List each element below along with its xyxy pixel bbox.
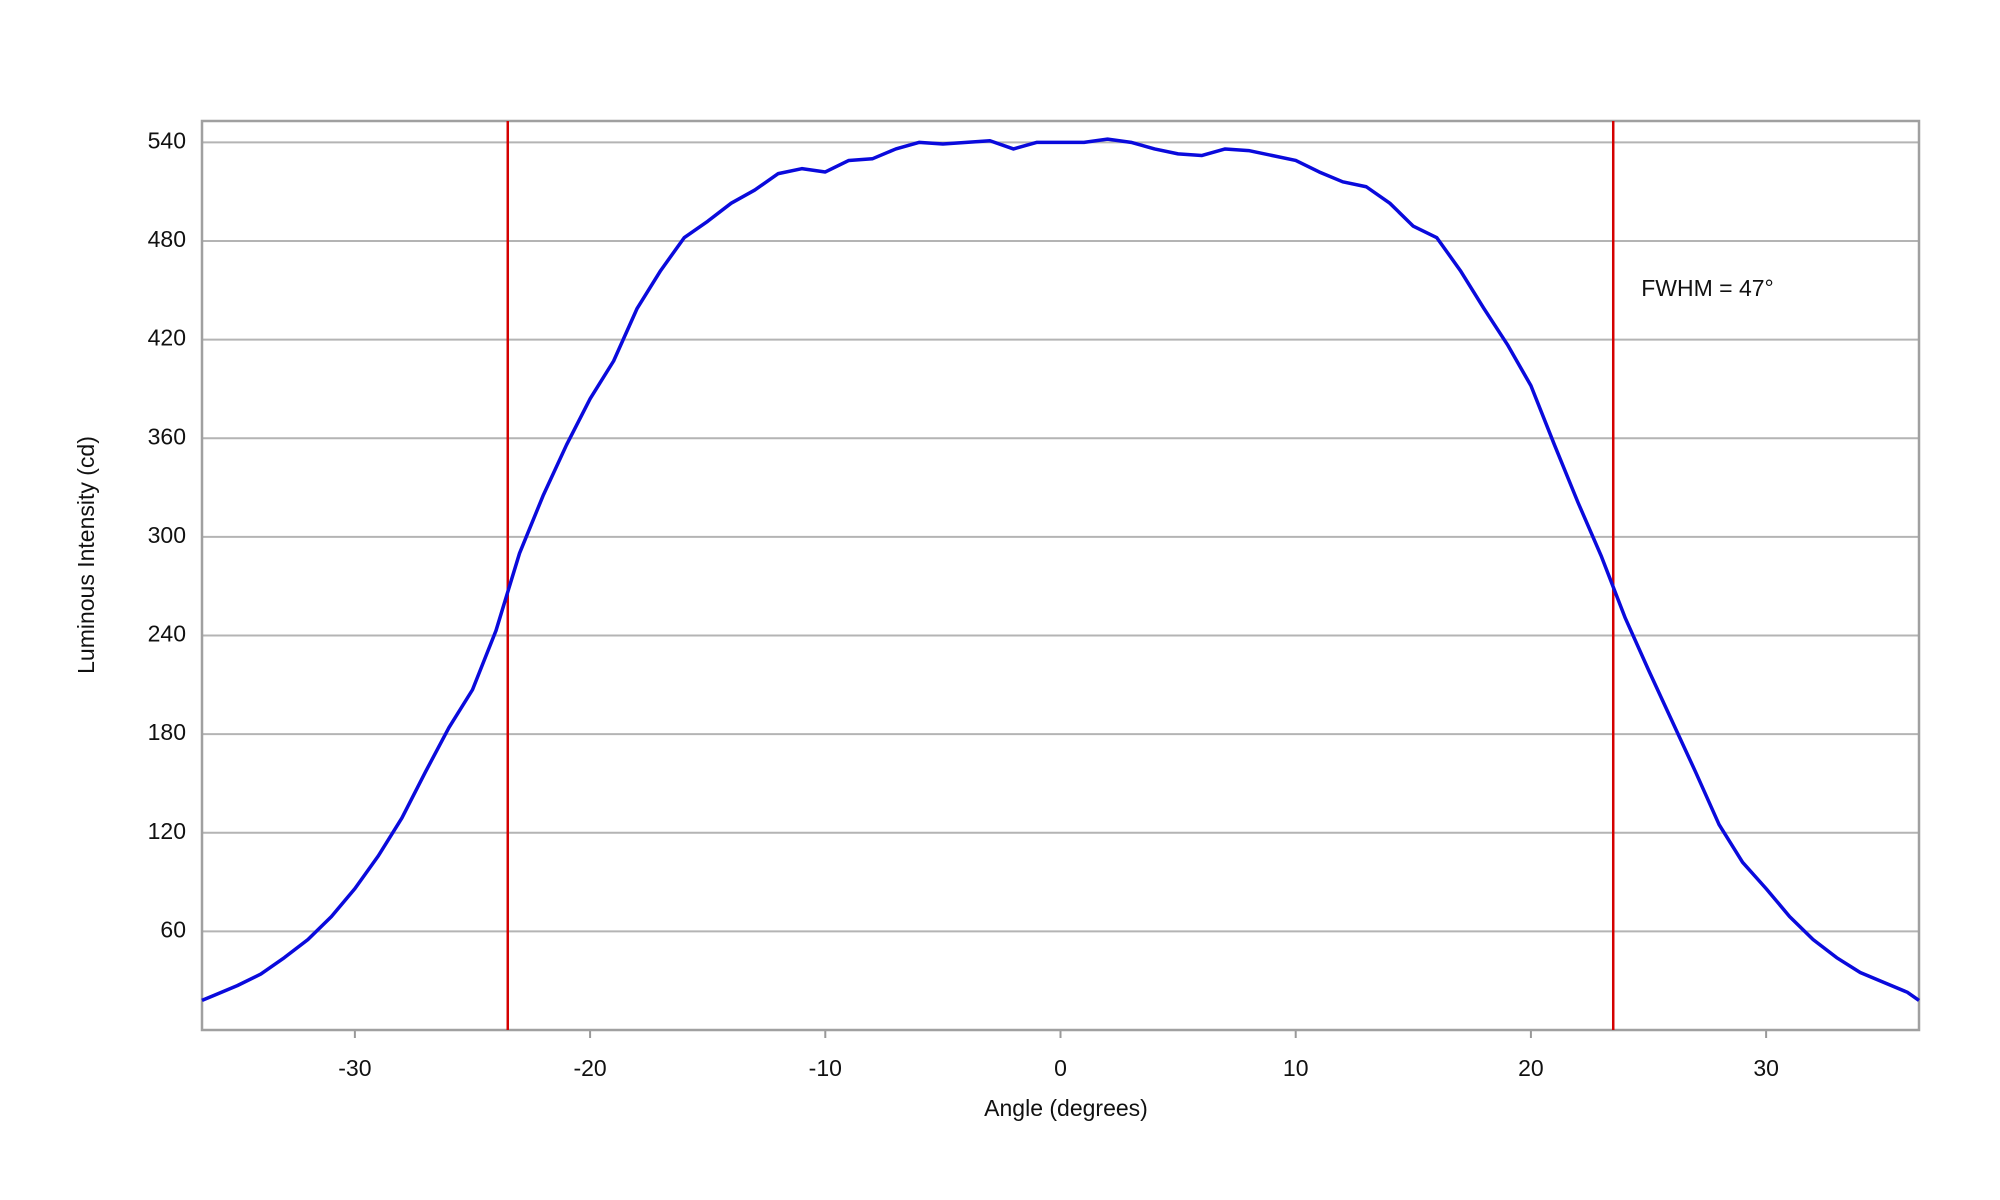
y-tick-label: 180 bbox=[148, 719, 186, 745]
y-tick-label: 540 bbox=[148, 127, 186, 153]
annotation: FWHM = 47° bbox=[1641, 275, 1774, 301]
y-tick-label: 120 bbox=[148, 818, 186, 844]
x-tick-label: 20 bbox=[1518, 1055, 1544, 1081]
y-tick-label: 480 bbox=[148, 226, 186, 252]
x-tick-label: 10 bbox=[1283, 1055, 1309, 1081]
y-tick-label: 60 bbox=[160, 916, 186, 942]
y-tick-label: 420 bbox=[148, 325, 186, 351]
x-tick-label: -20 bbox=[573, 1055, 606, 1081]
y-axis-title: Luminous Intensity (cd) bbox=[73, 436, 99, 674]
y-tick-label: 300 bbox=[148, 522, 186, 548]
y-tick-label: 360 bbox=[148, 423, 186, 449]
x-tick-label: 0 bbox=[1054, 1055, 1067, 1081]
x-tick-label: -30 bbox=[338, 1055, 371, 1081]
x-axis-title: Angle (degrees) bbox=[984, 1095, 1148, 1121]
x-tick-label: -10 bbox=[809, 1055, 842, 1081]
data-line bbox=[201, 137, 1921, 1003]
y-tick-label: 240 bbox=[148, 621, 186, 647]
plot-frame bbox=[200, 119, 1921, 1032]
x-tick-label: 30 bbox=[1753, 1055, 1779, 1081]
